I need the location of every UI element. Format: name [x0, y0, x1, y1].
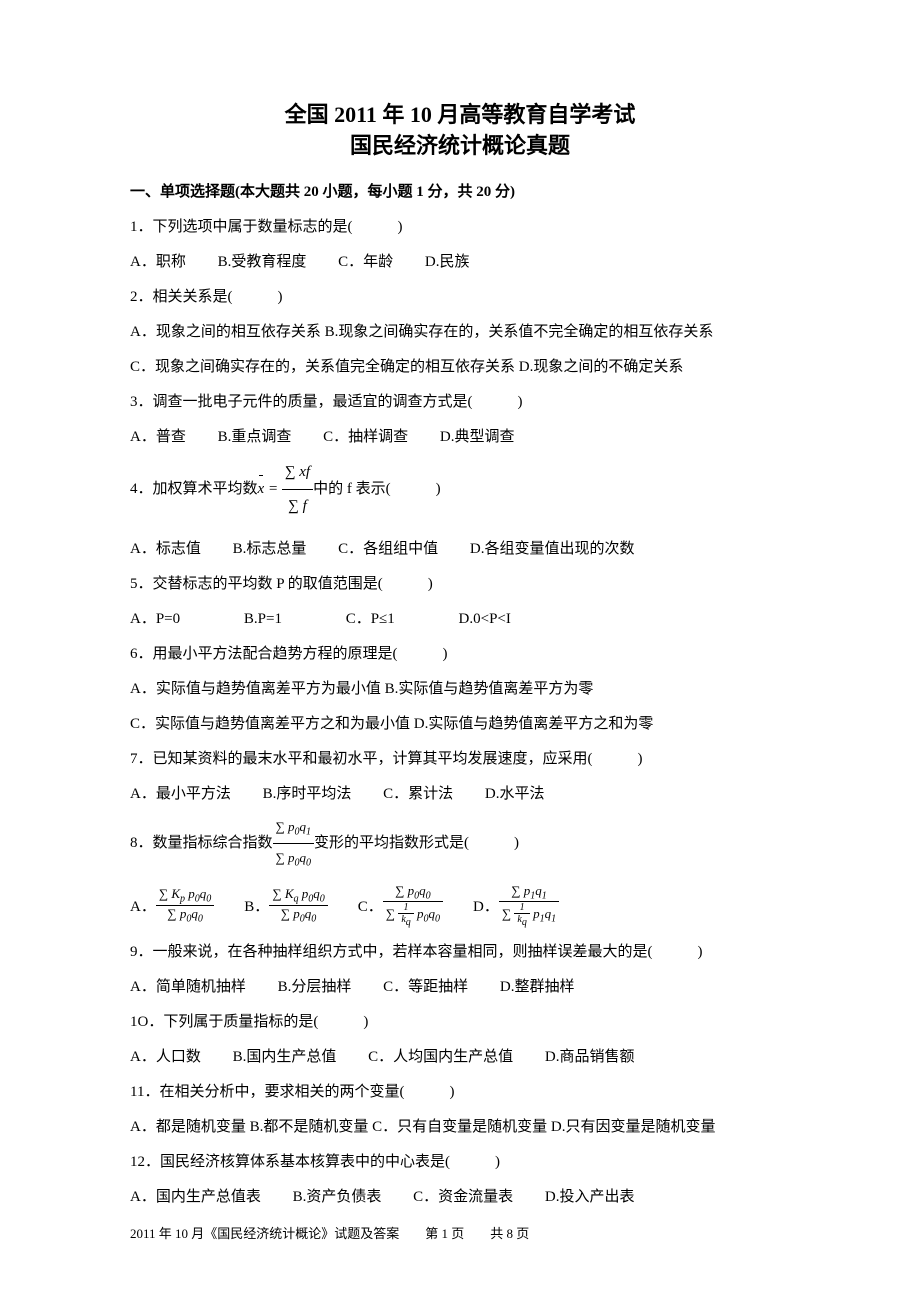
page-footer: 2011 年 10 月《国民经济统计概论》试题及答案 第 1 页 共 8 页	[130, 1223, 529, 1242]
q1-opt-d: D.民族	[425, 246, 470, 279]
q8-opt-a: A． ∑ Kp p0q0 ∑ p0q0	[130, 886, 214, 924]
q11-opt-d: D.只有因变量是随机变量	[551, 1119, 716, 1135]
q12-opt-c: C．资金流量表	[413, 1181, 513, 1214]
q3-opt-c: C．抽样调查	[323, 421, 408, 454]
q6-opt-b: B.实际值与趋势值离差平方为零	[385, 681, 594, 697]
q8-opt-d-label: D．	[473, 895, 499, 916]
q4-opt-b: B.标志总量	[233, 533, 307, 566]
q6-opt-c: C．实际值与趋势值离差平方之和为最小值	[130, 716, 410, 732]
q4-opt-a: A．标志值	[130, 533, 201, 566]
q4-text: 4．加权算术平均数 x = ∑ xf ∑ f 中的 f 表示( )	[130, 456, 790, 523]
q9-opt-c: C．等距抽样	[383, 971, 468, 1004]
q6-opt-a: A．实际值与趋势值离差平方为最小值	[130, 681, 381, 697]
q9-opt-d: D.整群抽样	[500, 971, 575, 1004]
q1-opt-a: A．职称	[130, 246, 186, 279]
q2-opt-a: A．现象之间的相互依存关系	[130, 324, 321, 340]
q6-options-2: C．实际值与趋势值离差平方之和为最小值 D.实际值与趋势值离差平方之和为零	[130, 708, 790, 741]
q2-options-2: C．现象之间确实存在的，关系值完全确定的相互依存关系 D.现象之间的不确定关系	[130, 351, 790, 384]
q4-suffix: 中的 f 表示( )	[313, 473, 441, 506]
q8-opt-a-label: A．	[130, 895, 156, 916]
q4-prefix: 4．加权算术平均数	[130, 473, 258, 506]
q2-opt-b: B.现象之间确实存在的，关系值不完全确定的相互依存关系	[325, 324, 714, 340]
q8-text: 8．数量指标综合指数 ∑ p0q1 ∑ p0q0 变形的平均指数形式是( )	[130, 813, 790, 875]
q10-text: 1O．下列属于质量指标的是( )	[130, 1006, 790, 1039]
q5-opt-c: C．P≤1	[346, 603, 395, 636]
q7-opt-b: B.序时平均法	[263, 778, 352, 811]
q2-options: A．现象之间的相互依存关系 B.现象之间确实存在的，关系值不完全确定的相互依存关…	[130, 316, 790, 349]
q3-opt-b: B.重点调查	[218, 421, 292, 454]
q8-suffix: 变形的平均指数形式是( )	[314, 827, 519, 860]
title-line1: 全国 2011 年 10 月高等教育自学考试	[130, 100, 790, 131]
q10-opt-d: D.商品销售额	[545, 1041, 635, 1074]
q8-opt-d: D． ∑ p1q1 ∑ 1kq p1q1	[473, 883, 559, 929]
q12-opt-a: A．国内生产总值表	[130, 1181, 261, 1214]
q6-text: 6．用最小平方法配合趋势方程的原理是( )	[130, 638, 790, 671]
q3-options: A．普查 B.重点调查 C．抽样调查 D.典型调查	[130, 421, 790, 454]
q12-opt-d: D.投入产出表	[545, 1181, 635, 1214]
q9-options: A．简单随机抽样 B.分层抽样 C．等距抽样 D.整群抽样	[130, 971, 790, 1004]
q8-options: A． ∑ Kp p0q0 ∑ p0q0 B． ∑ Kq p0q0 ∑ p0q0 …	[130, 883, 790, 929]
q4-formula: x = ∑ xf ∑ f	[258, 456, 314, 523]
q7-opt-a: A．最小平方法	[130, 778, 231, 811]
q2-opt-c: C．现象之间确实存在的，关系值完全确定的相互依存关系	[130, 359, 515, 375]
q12-opt-b: B.资产负债表	[293, 1181, 382, 1214]
q8-opt-b: B． ∑ Kq p0q0 ∑ p0q0	[244, 886, 327, 924]
q6-opt-d: D.实际值与趋势值离差平方之和为零	[414, 716, 654, 732]
q11-opt-c: C．只有自变量是随机变量	[372, 1119, 547, 1135]
q10-options: A．人口数 B.国内生产总值 C．人均国内生产总值 D.商品销售额	[130, 1041, 790, 1074]
q1-options: A．职称 B.受教育程度 C．年龄 D.民族	[130, 246, 790, 279]
q8-prefix: 8．数量指标综合指数	[130, 827, 273, 860]
q7-opt-d: D.水平法	[485, 778, 545, 811]
q1-text: 1．下列选项中属于数量标志的是( )	[130, 211, 790, 244]
q9-opt-b: B.分层抽样	[278, 971, 352, 1004]
q2-text: 2．相关关系是( )	[130, 281, 790, 314]
q9-opt-a: A．简单随机抽样	[130, 971, 246, 1004]
q10-opt-a: A．人口数	[130, 1041, 201, 1074]
q11-text: 11．在相关分析中，要求相关的两个变量( )	[130, 1076, 790, 1109]
q5-opt-a: A．P=0	[130, 603, 180, 636]
q4-options: A．标志值 B.标志总量 C．各组组中值 D.各组变量值出现的次数	[130, 533, 790, 566]
q12-options: A．国内生产总值表 B.资产负债表 C．资金流量表 D.投入产出表	[130, 1181, 790, 1214]
q10-opt-c: C．人均国内生产总值	[368, 1041, 513, 1074]
q1-opt-c: C．年龄	[338, 246, 393, 279]
q11-opt-a: A．都是随机变量	[130, 1119, 246, 1135]
q6-options: A．实际值与趋势值离差平方为最小值 B.实际值与趋势值离差平方为零	[130, 673, 790, 706]
q7-text: 7．已知某资料的最末水平和最初水平，计算其平均发展速度，应采用( )	[130, 743, 790, 776]
q1-opt-b: B.受教育程度	[218, 246, 307, 279]
q3-opt-a: A．普查	[130, 421, 186, 454]
q8-opt-c: C． ∑ p0q0 ∑ 1kq p0q0	[358, 883, 443, 929]
q11-options: A．都是随机变量 B.都不是随机变量 C．只有自变量是随机变量 D.只有因变量是…	[130, 1111, 790, 1144]
q10-opt-b: B.国内生产总值	[233, 1041, 337, 1074]
q3-opt-d: D.典型调查	[440, 421, 515, 454]
q12-text: 12．国民经济核算体系基本核算表中的中心表是( )	[130, 1146, 790, 1179]
q5-text: 5．交替标志的平均数 P 的取值范围是( )	[130, 568, 790, 601]
q5-options: A．P=0 B.P=1 C．P≤1 D.0<P<I	[130, 603, 790, 636]
q7-options: A．最小平方法 B.序时平均法 C．累计法 D.水平法	[130, 778, 790, 811]
q11-opt-b: B.都不是随机变量	[250, 1119, 369, 1135]
q2-opt-d: D.现象之间的不确定关系	[519, 359, 684, 375]
exam-page: 全国 2011 年 10 月高等教育自学考试 国民经济统计概论真题 一、单项选择…	[0, 0, 920, 1302]
q8-opt-c-label: C．	[358, 895, 383, 916]
q8-formula: ∑ p0q1 ∑ p0q0	[273, 813, 315, 875]
q5-opt-d: D.0<P<I	[459, 603, 511, 636]
q5-opt-b: B.P=1	[244, 603, 282, 636]
q4-opt-c: C．各组组中值	[338, 533, 438, 566]
q3-text: 3．调查一批电子元件的质量，最适宜的调查方式是( )	[130, 386, 790, 419]
q8-opt-b-label: B．	[244, 895, 269, 916]
q7-opt-c: C．累计法	[383, 778, 453, 811]
title-line2: 国民经济统计概论真题	[130, 131, 790, 162]
q9-text: 9．一般来说，在各种抽样组织方式中，若样本容量相同，则抽样误差最大的是( )	[130, 936, 790, 969]
q4-opt-d: D.各组变量值出现的次数	[470, 533, 635, 566]
section-header: 一、单项选择题(本大题共 20 小题，每小题 1 分，共 20 分)	[130, 180, 790, 201]
